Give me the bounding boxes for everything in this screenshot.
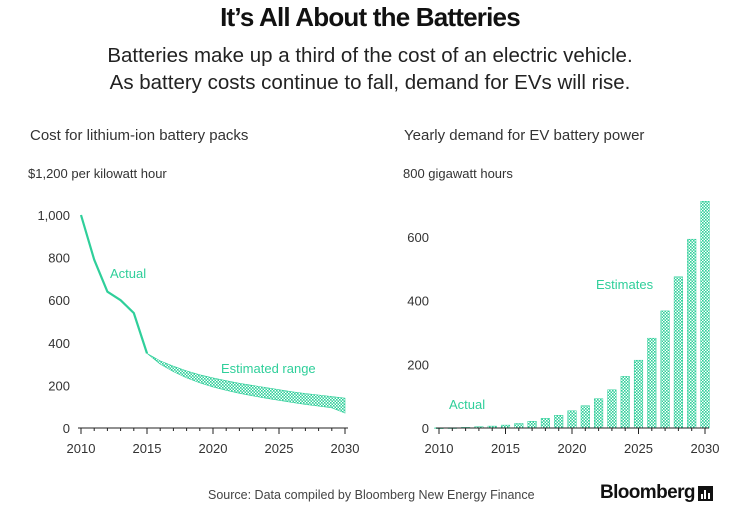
estimated-demand-bar bbox=[687, 238, 697, 429]
demand-x-tick-label: 2030 bbox=[691, 441, 720, 456]
demand-y-tick-label: 400 bbox=[407, 294, 429, 309]
estimated-demand-bar bbox=[620, 376, 630, 429]
page-title: It’s All About the Batteries bbox=[220, 2, 521, 32]
cost-y-tick-label: 800 bbox=[48, 251, 70, 266]
cost-y-tick-label: 400 bbox=[48, 336, 70, 351]
demand-x-tick-label: 2010 bbox=[425, 441, 454, 456]
source-note: Source: Data compiled by Bloomberg New E… bbox=[208, 488, 535, 502]
actual-annotation: Actual bbox=[449, 397, 485, 412]
estimated-range-area bbox=[146, 353, 346, 414]
estimated-demand-bar bbox=[580, 405, 590, 429]
subtitle-line-1: Batteries make up a third of the cost of… bbox=[107, 44, 633, 67]
brand-name: Bloomberg bbox=[600, 482, 695, 503]
estimated-range-annotation: Estimated range bbox=[221, 361, 316, 376]
estimated-demand-bar bbox=[554, 415, 564, 429]
cost-y-axis-label: $1,200 per kilowatt hour bbox=[28, 166, 167, 181]
demand-chart-title: Yearly demand for EV battery power bbox=[404, 127, 645, 144]
estimated-demand-bar bbox=[567, 410, 577, 429]
cost-x-tick-label: 2020 bbox=[199, 441, 228, 456]
estimated-demand-bar bbox=[540, 418, 550, 429]
estimated-demand-bar bbox=[633, 359, 644, 429]
estimated-demand-bar bbox=[594, 398, 604, 429]
demand-x-tick-label: 2015 bbox=[491, 441, 520, 456]
subtitle-line-2: As battery costs continue to fall, deman… bbox=[109, 71, 631, 94]
chart-logo-icon bbox=[697, 485, 713, 501]
cost-chart: $1,200 per kilowatt hour 0 200 400 600 800 1,0… bbox=[28, 166, 359, 456]
estimated-demand-bar bbox=[607, 389, 617, 429]
cost-x-tick-label: 2030 bbox=[331, 441, 360, 456]
estimates-annotation: Estimates bbox=[596, 277, 654, 292]
estimated-demand-bar bbox=[647, 337, 657, 429]
cost-chart-title: Cost for lithium-ion battery packs bbox=[30, 127, 249, 144]
cost-y-tick-label: 600 bbox=[48, 293, 70, 308]
page-subtitle: Batteries make up a third of the cost of… bbox=[0, 42, 740, 96]
bloomberg-logo: Bloomberg bbox=[600, 482, 713, 504]
demand-y-tick-label: 0 bbox=[422, 421, 429, 436]
cost-x-tick-label: 2025 bbox=[265, 441, 294, 456]
cost-y-tick-label: 1,000 bbox=[37, 208, 70, 223]
demand-x-tick-label: 2020 bbox=[558, 441, 587, 456]
actual-annotation: Actual bbox=[110, 266, 146, 281]
demand-y-tick-label: 600 bbox=[407, 230, 429, 245]
estimated-demand-bar bbox=[514, 423, 524, 429]
demand-y-axis-label: 800 gigawatt hours bbox=[403, 166, 513, 181]
demand-y-tick-label: 200 bbox=[407, 357, 429, 372]
demand-chart: 800 gigawatt hours 0 200 400 600 2010 2015 2020… bbox=[403, 166, 719, 456]
cost-x-tick-label: 2015 bbox=[133, 441, 162, 456]
cost-y-tick-label: 0 bbox=[63, 421, 70, 436]
estimated-demand-bar bbox=[527, 421, 537, 429]
cost-y-tick-label: 200 bbox=[48, 378, 70, 393]
cost-x-tick-label: 2010 bbox=[67, 441, 96, 456]
demand-x-tick-label: 2025 bbox=[624, 441, 653, 456]
actual-cost-line bbox=[79, 214, 149, 354]
estimated-demand-bar bbox=[660, 310, 670, 429]
estimated-demand-bar bbox=[700, 201, 710, 429]
estimated-demand-bar bbox=[673, 276, 683, 429]
